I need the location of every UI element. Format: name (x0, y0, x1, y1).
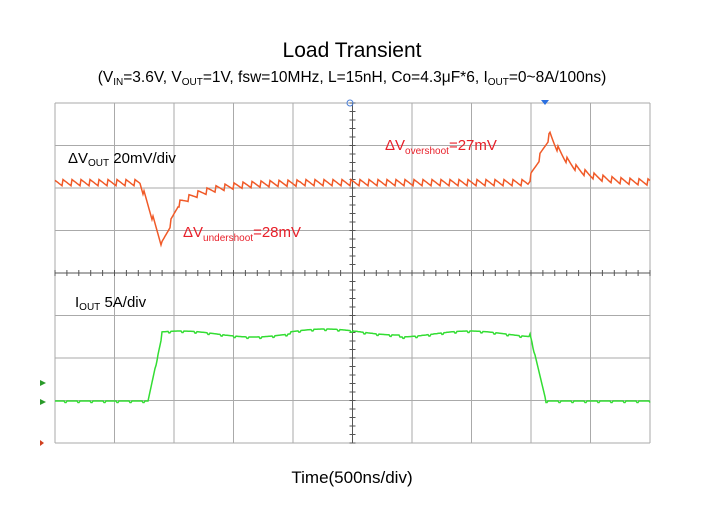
label-sub: undershoot (203, 233, 253, 244)
label-sub: overshoot (405, 146, 449, 157)
undershoot-label: ΔVundershoot=28mV (183, 224, 301, 244)
overshoot-label: ΔVovershoot=27mV (385, 137, 497, 157)
label-sub: OUT (88, 158, 109, 169)
title: Load Transient (283, 39, 422, 62)
subtitle-sub: OUT (488, 77, 509, 88)
vout-label: ΔVOUT 20mV/div (68, 150, 176, 169)
label-sub: OUT (79, 302, 100, 313)
subtitle-sub: IN (113, 77, 123, 88)
label-part: 5A/div (100, 294, 146, 311)
iout-label: IOUT 5A/div (75, 294, 147, 313)
label-part: ΔV (183, 224, 203, 241)
subtitle-part: =0~8A/100ns) (509, 69, 606, 86)
vout-waveform (54, 130, 651, 248)
x-axis-label: Time(500ns/div) (291, 468, 412, 487)
subtitle-part: =3.6V, V (123, 69, 182, 86)
label-part: I (75, 294, 79, 311)
iout-waveform (55, 328, 651, 404)
label-part: ΔV (68, 150, 88, 167)
channel-marker (40, 399, 46, 405)
channel-marker (40, 380, 46, 386)
subtitle: (VIN=3.6V, VOUT=1V, fsw=10MHz, L=15nH, C… (98, 69, 607, 88)
trigger-marker (346, 99, 354, 107)
label-part: ΔV (385, 137, 405, 154)
subtitle-sub: OUT (182, 77, 203, 88)
label-part: 20mV/div (109, 150, 176, 167)
channel-marker (40, 440, 44, 446)
subtitle-part: =1V, fsw=10MHz, L=15nH, Co=4.3μF*6, I (203, 69, 488, 86)
subtitle-part: (V (98, 69, 114, 86)
label-part: =27mV (449, 137, 497, 154)
time-marker (541, 100, 549, 105)
label-part: =28mV (253, 224, 301, 241)
